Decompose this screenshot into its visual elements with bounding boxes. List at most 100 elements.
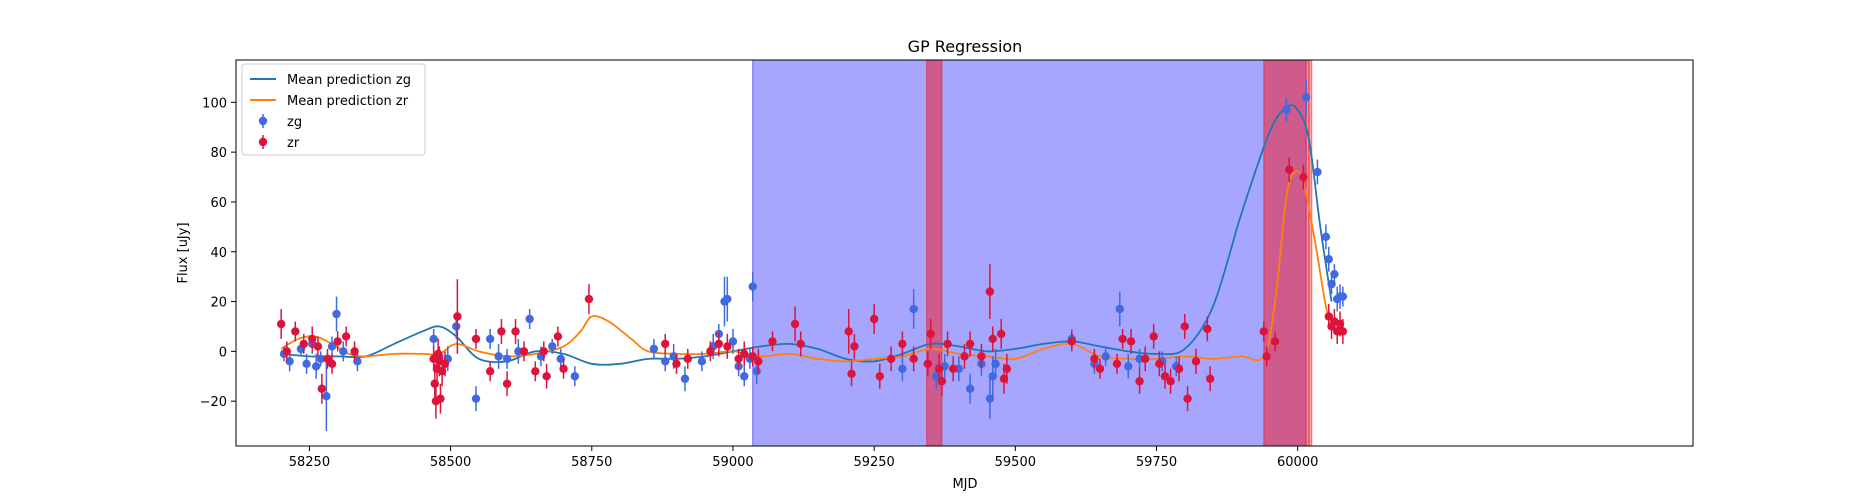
data-point-zr (559, 358, 568, 379)
data-point-zr (1112, 353, 1122, 374)
x-tick-label: 59750 (1136, 455, 1177, 470)
data-point-zr (988, 326, 997, 352)
x-tick-label: 58750 (571, 455, 612, 470)
data-point-zr (1002, 353, 1012, 384)
x-axis-label: MJD (952, 477, 977, 492)
data-point-zg (1115, 291, 1125, 327)
data-point-zr (539, 341, 548, 362)
data-point-zg (723, 276, 732, 322)
data-point-zr (313, 336, 323, 357)
data-point-zg (1338, 286, 1348, 307)
data-point-zr (276, 309, 286, 339)
data-point-zr (909, 346, 918, 372)
data-point-zr (519, 341, 529, 362)
y-tick-label: 80 (210, 146, 227, 161)
data-point-zg (991, 348, 1000, 379)
data-point-zr (308, 326, 317, 352)
data-point-zr (282, 341, 292, 362)
data-point-zr (1141, 346, 1150, 372)
x-tick-label: 59500 (995, 455, 1036, 470)
legend-label: zr (287, 136, 300, 151)
data-point-zr (977, 343, 986, 369)
data-point-zr (1259, 321, 1269, 342)
shaded-region-blue (752, 59, 1307, 447)
data-point-zr (844, 309, 853, 354)
data-point-zr (740, 341, 749, 367)
data-point-zr (949, 356, 958, 382)
data-point-zg (485, 328, 495, 349)
data-point-zr (768, 331, 777, 352)
data-point-zr (850, 333, 859, 359)
data-point-zr (683, 348, 692, 369)
data-point-zr (485, 361, 495, 382)
data-point-zr (553, 326, 563, 347)
data-point-zg (1321, 224, 1331, 250)
data-points (276, 79, 1348, 432)
data-point-zr (497, 318, 506, 344)
data-point-zr (1180, 314, 1189, 339)
data-point-zg (965, 373, 975, 404)
data-point-zr (660, 333, 670, 354)
data-point-zr (1126, 328, 1136, 354)
data-point-zg (697, 351, 707, 372)
data-point-zr (1174, 356, 1184, 382)
data-point-zr (1067, 331, 1076, 352)
x-tick-label: 58500 (430, 455, 471, 470)
data-point-zr (1183, 386, 1192, 412)
data-point-zr (1135, 368, 1144, 394)
data-point-zr (341, 326, 351, 347)
legend-item-zg: Mean prediction zg (250, 73, 411, 88)
data-point-zr (502, 371, 512, 397)
plot-frame (235, 59, 1694, 447)
y-tick-label: 0 (219, 345, 227, 360)
data-point-zr (847, 361, 856, 387)
data-point-zr (943, 331, 952, 357)
data-point-zr (542, 363, 551, 389)
data-point-zr (1270, 331, 1280, 352)
data-point-zg (316, 351, 325, 367)
axes: 58250 58500 58750 59000 59250 59500 59750 60000… (200, 96, 1319, 470)
data-point-zr (1149, 323, 1158, 349)
data-point-zr (714, 331, 724, 357)
data-point-zr (997, 318, 1006, 349)
data-point-zg (471, 386, 481, 412)
data-point-zr (923, 351, 932, 377)
data-point-zr (1338, 318, 1348, 344)
data-point-zr (796, 331, 805, 357)
data-point-zg (327, 336, 337, 357)
x-tick-label: 60000 (1277, 455, 1318, 470)
data-point-zr (960, 343, 969, 369)
shaded-region-red (926, 59, 943, 447)
x-tick-label: 59250 (853, 455, 894, 470)
data-point-zg (548, 338, 557, 354)
x-tick-label: 59000 (712, 455, 753, 470)
data-point-zr (926, 318, 935, 349)
data-point-zr (453, 279, 462, 354)
data-point-zg (322, 361, 331, 432)
data-point-zg (740, 366, 749, 387)
shaded-region-red (1308, 59, 1313, 447)
data-point-zg (502, 348, 512, 369)
data-point-zr (317, 373, 327, 404)
y-tick-label: 60 (210, 196, 227, 211)
data-point-zr (723, 333, 732, 359)
data-point-zg (728, 328, 738, 354)
data-point-zr (937, 366, 947, 397)
data-point-zg (311, 353, 321, 379)
data-point-zr (1262, 346, 1271, 367)
y-tick-label: 20 (210, 296, 227, 311)
legend-label: zg (287, 115, 302, 130)
data-point-zr (327, 353, 337, 374)
data-point-zr (1095, 358, 1105, 379)
data-point-zr (886, 346, 896, 372)
data-point-zg (898, 356, 907, 382)
data-point-zg (429, 328, 438, 349)
y-axis-label: Flux [uJy] (176, 222, 191, 283)
legend-item-zr: Mean prediction zr (250, 94, 409, 109)
data-point-zr (706, 341, 715, 362)
y-tick-label: 40 (210, 246, 227, 261)
data-point-zr (1118, 328, 1127, 349)
data-point-zg (1313, 159, 1322, 185)
data-point-zg (1124, 353, 1133, 379)
data-point-zg (525, 309, 534, 329)
